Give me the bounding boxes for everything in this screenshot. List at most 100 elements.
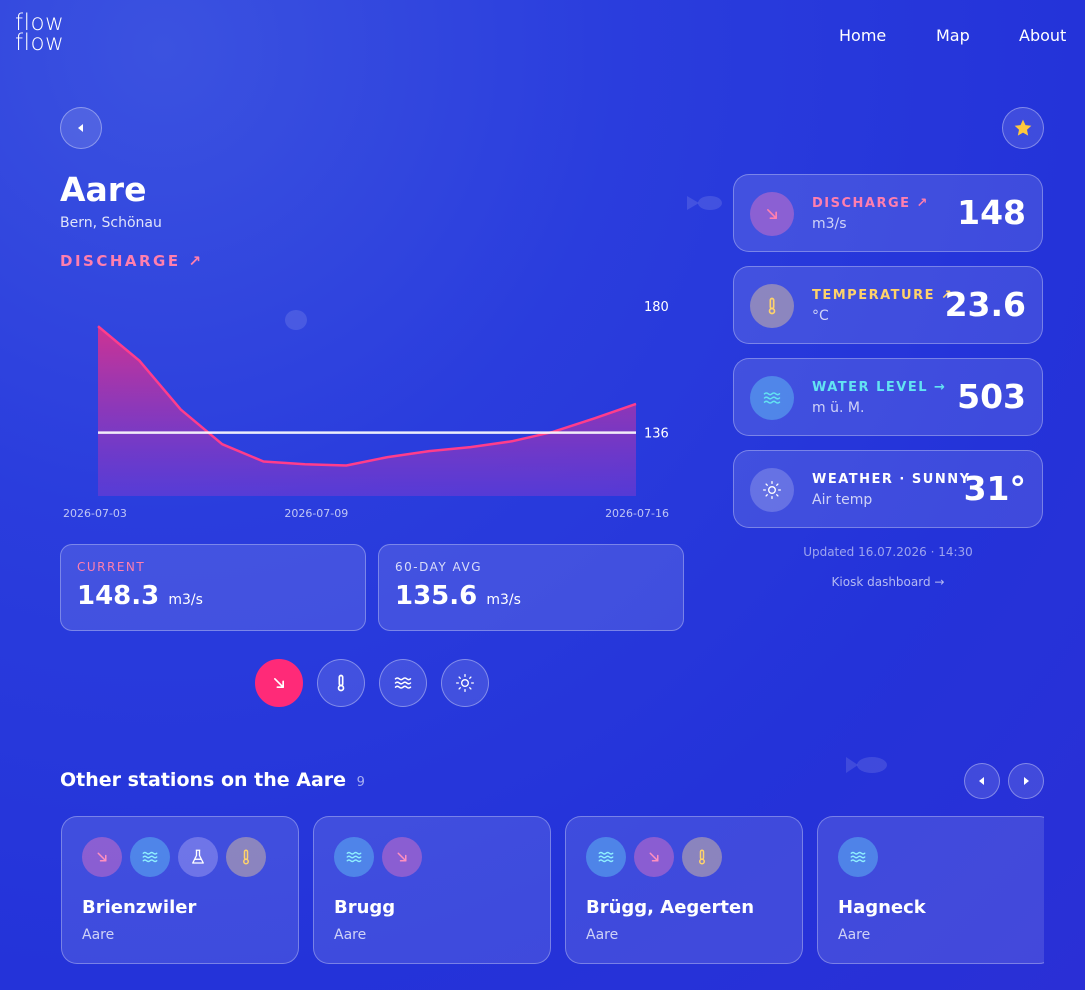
decoration <box>846 757 887 773</box>
reading-card[interactable]: WEATHER · SUNNY Air temp 31° <box>733 450 1043 528</box>
sensor-icon <box>226 837 266 877</box>
stat-label: 60-DAY AVG <box>395 560 482 574</box>
stat-value: 135.6 m3/s <box>395 581 521 611</box>
kiosk-link[interactable]: Kiosk dashboard → <box>831 575 945 589</box>
stat-label: CURRENT <box>77 560 146 574</box>
stat-unit: m3/s <box>486 592 521 608</box>
icon <box>237 848 255 866</box>
tab-icon <box>455 673 475 693</box>
sensor-icon <box>382 837 422 877</box>
nav-link[interactable]: Home <box>839 26 887 45</box>
reading-unit: m3/s <box>812 216 847 232</box>
x-tick-label: 2026-07-16 <box>605 507 669 520</box>
section-title: Other stations on the Aare 9 <box>60 769 365 791</box>
stat-number: 135.6 <box>395 581 478 611</box>
reading-label: TEMPERATURE ↗ <box>812 288 954 303</box>
sensor-icons <box>82 837 266 877</box>
stat-value: 148.3 m3/s <box>77 581 203 611</box>
icon <box>849 848 867 866</box>
sensor-icon <box>130 837 170 877</box>
sensor-icon <box>82 837 122 877</box>
reading-icon <box>750 284 794 328</box>
icon <box>597 848 615 866</box>
station-card-river: Aare <box>334 927 367 943</box>
icon <box>393 848 411 866</box>
star-icon <box>1014 119 1032 136</box>
station-card[interactable]: Brugg Aare <box>313 816 551 964</box>
sensor-icons <box>586 837 722 877</box>
reading-icon <box>750 376 794 420</box>
metric-tab[interactable] <box>317 659 365 707</box>
station-card-river: Aare <box>586 927 619 943</box>
reading-card[interactable]: TEMPERATURE ↗ °C 23.6 <box>733 266 1043 344</box>
reading-unit: m ü. M. <box>812 400 865 416</box>
area <box>98 326 636 496</box>
sensor-icon <box>586 837 626 877</box>
reading-label: WEATHER · SUNNY <box>812 472 971 487</box>
tab-icon <box>331 673 351 693</box>
icon <box>189 848 207 866</box>
station-card-name: Brugg <box>334 897 396 918</box>
logo-line: flow <box>15 30 65 56</box>
decoration <box>285 310 307 330</box>
station-card-river: Aare <box>838 927 871 943</box>
station-count: 9 <box>356 775 365 790</box>
sensor-icon <box>178 837 218 877</box>
sensor-icon <box>334 837 374 877</box>
icon <box>762 388 782 408</box>
tab-icon <box>269 673 289 693</box>
station-location: Bern, Schönau <box>60 215 162 231</box>
icon <box>141 848 159 866</box>
logo[interactable]: flow flow <box>15 12 65 56</box>
station-card[interactable]: Brienzwiler Aare <box>61 816 299 964</box>
favorite-button[interactable] <box>1002 107 1044 149</box>
metric-label: DISCHARGE ↗ <box>60 252 204 270</box>
reading-value: 503 <box>957 377 1026 416</box>
icon <box>93 848 111 866</box>
prev-icon <box>979 777 984 785</box>
reading-value: 31° <box>963 469 1026 508</box>
station-card-name: Brienzwiler <box>82 897 197 918</box>
icon <box>762 296 782 316</box>
next-icon <box>1024 777 1029 785</box>
metric-tab[interactable] <box>441 659 489 707</box>
section-heading: Other stations on the Aare <box>60 769 347 791</box>
back-icon <box>78 124 83 132</box>
y-tick-label: 180 <box>644 300 669 315</box>
reading-card[interactable]: WATER LEVEL → m ü. M. 503 <box>733 358 1043 436</box>
sensor-icon <box>838 837 878 877</box>
metric-tab[interactable] <box>255 659 303 707</box>
reading-icon <box>750 192 794 236</box>
station-card-name: Brügg, Aegerten <box>586 897 755 918</box>
metric-tab[interactable] <box>379 659 427 707</box>
station-card-river: Aare <box>82 927 115 943</box>
x-tick-label: 2026-07-03 <box>63 507 127 520</box>
nav-link[interactable]: About <box>1019 26 1067 45</box>
station-card[interactable]: Hagneck Aare <box>817 816 1044 964</box>
reading-icon <box>750 468 794 512</box>
reading-value: 148 <box>957 193 1026 232</box>
decoration <box>687 196 722 210</box>
reading-label: WATER LEVEL → <box>812 380 947 395</box>
nav-link[interactable]: Map <box>936 26 970 45</box>
stat-card: CURRENT 148.3 m3/s <box>60 544 366 631</box>
next-button[interactable] <box>1008 763 1044 799</box>
back-button[interactable] <box>60 107 102 149</box>
x-tick-label: 2026-07-09 <box>284 507 348 520</box>
reading-label: DISCHARGE ↗ <box>812 196 929 211</box>
sensor-icon <box>634 837 674 877</box>
prev-button[interactable] <box>964 763 1000 799</box>
chart: 136 180 2026-07-03 2026-07-09 2026-07-16 <box>63 300 669 520</box>
station-card[interactable]: Brügg, Aegerten Aare <box>565 816 803 964</box>
average-label: 136 <box>644 427 669 442</box>
sensor-icons <box>838 837 878 877</box>
icon <box>693 848 711 866</box>
stat-number: 148.3 <box>77 581 160 611</box>
reading-unit: °C <box>812 308 829 324</box>
reading-card[interactable]: DISCHARGE ↗ m3/s 148 <box>733 174 1043 252</box>
station-card-name: Hagneck <box>838 897 926 918</box>
sensor-icon <box>682 837 722 877</box>
reading-value: 23.6 <box>944 285 1026 324</box>
